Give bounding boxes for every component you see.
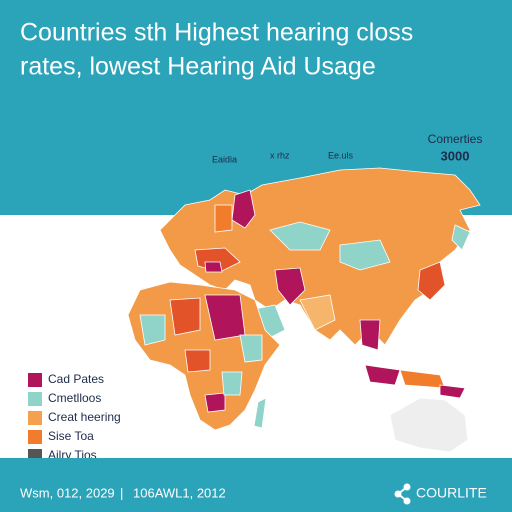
legend-swatch [28,430,42,444]
legend-label: Cad Pates [48,372,104,386]
footer-band [0,458,512,512]
region [204,261,223,273]
map-label: Eaidia [212,154,237,164]
island [364,364,401,386]
footer-code: 106AWL1, 2012 [133,485,226,500]
legend-label: Creat heering [48,410,121,424]
region [139,314,166,346]
footer-separator: | [120,485,123,500]
region [239,334,263,363]
badge-label: Comerties [428,132,483,146]
legend-swatch [28,373,42,387]
region [169,297,201,336]
island [253,397,267,429]
region [339,239,391,271]
legend-label: Sise Toa [48,429,94,443]
map-label: x rhz [270,150,290,160]
region [231,189,256,229]
region [204,392,226,413]
brand-name: COURLITE [416,485,487,501]
region [184,349,211,373]
region [221,371,243,396]
badge-value: 3000 [441,148,470,163]
brand-icon [394,483,411,505]
title-line: Countries sth Highest hearing closs [20,19,413,47]
title-line: rates, lowest Hearing Aid Usage [20,53,376,81]
region [269,221,331,251]
region [274,267,306,306]
island [439,384,466,399]
map [127,167,481,453]
footer-date: Wsm, 012, 2029 [20,485,115,500]
region [299,294,336,331]
region [451,224,471,251]
region [214,204,233,233]
landmass [389,397,469,453]
region [417,261,446,301]
legend-label: Cmetlloos [48,391,101,405]
legend-swatch [28,411,42,425]
map-label: Ee.uls [328,150,354,160]
region [359,319,381,351]
legend-swatch [28,392,42,406]
